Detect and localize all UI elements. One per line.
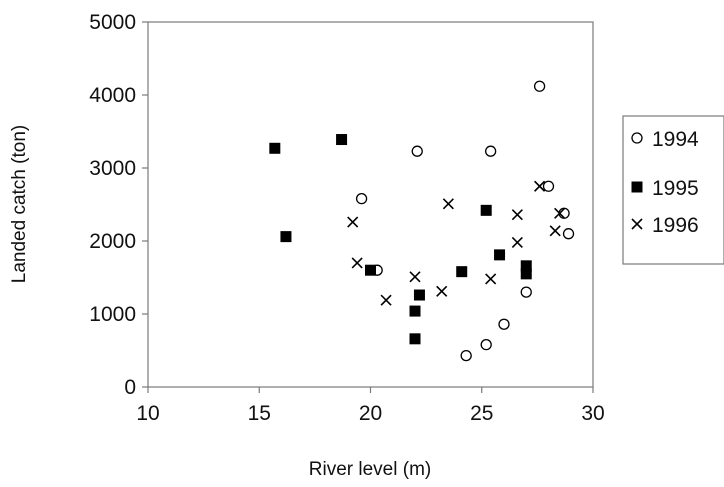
- y-axis: 0 1000 2000 3000 4000 5000: [89, 11, 148, 399]
- data-point-1995: [520, 260, 532, 272]
- legend-marker-1994: [631, 132, 643, 144]
- data-point-1994: [484, 145, 497, 157]
- data-point-1994: [533, 80, 546, 92]
- data-point-1996: [534, 180, 546, 192]
- y-axis-title: Landed catch (ton): [9, 125, 30, 283]
- y-tick-label: 3000: [89, 157, 136, 180]
- legend-label-1995: 1995: [652, 177, 699, 200]
- data-point-1996: [409, 271, 421, 283]
- data-point-1994: [411, 145, 423, 157]
- plot-area: [147, 21, 594, 388]
- x-tick-label: 20: [359, 402, 382, 425]
- legend: 1994 1995 1996: [622, 115, 724, 265]
- data-point-1996: [436, 285, 448, 297]
- data-point-1994: [520, 286, 532, 298]
- data-point-1996: [549, 225, 561, 237]
- data-point-1995: [336, 134, 348, 146]
- data-point-1995: [456, 266, 468, 278]
- legend-label-1994: 1994: [652, 128, 699, 151]
- data-point-1994: [460, 349, 472, 362]
- data-point-1994: [355, 193, 368, 205]
- data-point-1995: [409, 333, 421, 345]
- y-tick-label: 2000: [89, 230, 136, 253]
- data-point-1996: [347, 216, 359, 228]
- data-point-1994: [498, 318, 510, 330]
- x-tick-label: 15: [248, 402, 271, 425]
- data-point-1996: [554, 207, 566, 219]
- x-tick-label: 25: [470, 402, 493, 425]
- data-point-1995: [269, 142, 281, 154]
- data-point-1995: [520, 268, 532, 280]
- data-point-1996: [380, 294, 392, 306]
- legend-marker-1995: [631, 181, 643, 193]
- x-tick-label: 10: [136, 402, 159, 425]
- data-point-1996: [351, 257, 363, 269]
- data-point-1995: [409, 305, 421, 317]
- legend-marker-1996: [631, 218, 643, 230]
- data-point-1995: [413, 289, 425, 301]
- legend-label-1996: 1996: [652, 214, 699, 237]
- y-tick-label: 5000: [89, 11, 136, 34]
- y-tick-label: 4000: [89, 84, 136, 107]
- data-point-1994: [562, 228, 575, 240]
- x-tick-label: 30: [581, 402, 604, 425]
- data-point-1996: [511, 236, 523, 249]
- x-axis: 10 15 20 25 30: [136, 387, 605, 425]
- data-point-1995: [365, 264, 376, 276]
- data-point-1996: [442, 198, 454, 210]
- x-axis-title: River level (m): [309, 459, 431, 480]
- data-point-1996: [511, 209, 523, 221]
- data-point-1994: [480, 339, 492, 351]
- y-tick-label: 0: [124, 376, 136, 399]
- y-tick-label: 1000: [89, 303, 136, 326]
- data-point-1996: [485, 273, 497, 285]
- data-point-1995: [480, 204, 492, 216]
- data-points: [269, 80, 575, 362]
- data-point-1995: [494, 249, 506, 261]
- data-point-1995: [280, 231, 292, 243]
- data-point-1994: [542, 180, 555, 192]
